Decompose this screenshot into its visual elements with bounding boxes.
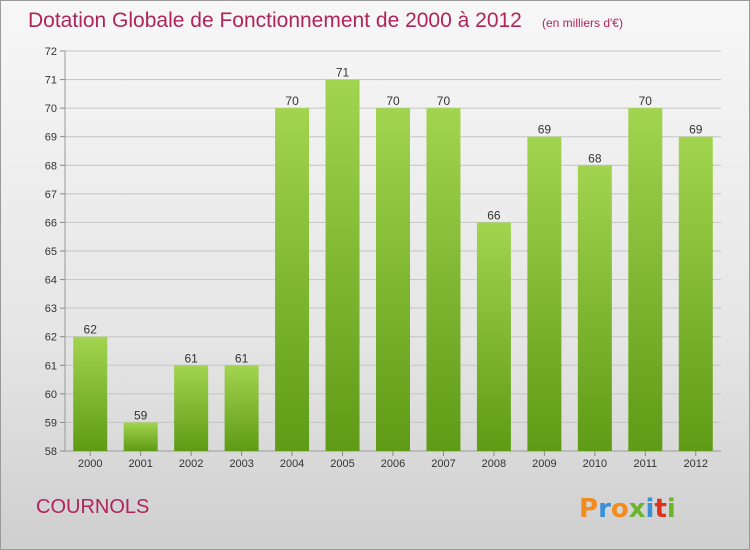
y-tick-label: 58 — [45, 446, 57, 458]
data-label-2000: 62 — [84, 323, 98, 337]
bar-2008 — [476, 222, 511, 451]
data-labels: 62 59 61 61 70 71 70 70 66 69 68 70 69 — [84, 66, 703, 423]
bar-2006 — [376, 108, 410, 452]
x-tick-label-2008: 2008 — [482, 458, 506, 470]
x-tick-label-2006: 2006 — [381, 458, 405, 470]
bars — [73, 79, 713, 452]
x-tick-label-2005: 2005 — [330, 458, 354, 470]
data-label-2006: 70 — [386, 94, 400, 108]
bar-2007 — [426, 108, 461, 452]
y-tick-label: 62 — [45, 332, 57, 344]
y-tick-label: 70 — [45, 103, 57, 115]
bar-2012 — [678, 136, 713, 451]
data-label-2002: 61 — [184, 351, 198, 365]
y-tick-label: 69 — [45, 132, 57, 144]
bar-2002 — [174, 365, 209, 451]
data-label-2011: 70 — [639, 94, 653, 108]
y-axis-ticks: 58 59 60 61 62 63 64 65 66 67 68 69 70 71 72 — [45, 46, 65, 458]
y-tick-label: 59 — [45, 417, 57, 429]
x-tick-label-2004: 2004 — [280, 458, 304, 470]
x-tick-label-2001: 2001 — [128, 458, 152, 470]
x-tick-label-2002: 2002 — [179, 458, 203, 470]
y-tick-label: 68 — [45, 160, 57, 172]
y-tick-label: 60 — [45, 389, 57, 401]
x-axis-ticks: 2000 2001 2002 2003 2004 2005 2006 2007 2008 2009… — [78, 451, 708, 470]
bar-2005 — [325, 79, 360, 452]
data-label-2001: 59 — [134, 408, 148, 422]
data-label-2004: 70 — [285, 94, 299, 108]
y-tick-label: 65 — [45, 246, 57, 258]
data-label-2007: 70 — [437, 94, 451, 108]
x-tick-label-2000: 2000 — [78, 458, 102, 470]
y-tick-label: 67 — [45, 189, 57, 201]
bar-2010 — [577, 165, 612, 452]
y-tick-label: 66 — [45, 217, 57, 229]
data-label-2010: 68 — [588, 151, 602, 165]
proxiti-logo: Proxiti — [579, 494, 676, 523]
x-tick-label-2012: 2012 — [684, 458, 708, 470]
x-tick-label-2011: 2011 — [633, 458, 657, 470]
x-tick-label-2007: 2007 — [431, 458, 455, 470]
data-label-2012: 69 — [689, 123, 703, 137]
bar-2000 — [73, 336, 108, 451]
commune-name: COURNOLS — [36, 496, 150, 518]
svg-text:Proxiti: Proxiti — [579, 494, 676, 523]
bar-2001 — [123, 422, 158, 451]
bar-2004 — [275, 108, 310, 452]
data-label-2005: 71 — [336, 66, 350, 80]
y-tick-label: 61 — [45, 360, 57, 372]
y-tick-label: 71 — [45, 75, 57, 87]
bar-2011 — [628, 108, 663, 452]
y-tick-label: 64 — [45, 275, 57, 287]
y-tick-label: 63 — [45, 303, 57, 315]
data-label-2003: 61 — [235, 351, 249, 365]
chart-title: Dotation Globale de Fonctionnement de 20… — [28, 9, 522, 32]
data-label-2008: 66 — [487, 208, 501, 222]
data-label-2009: 69 — [538, 123, 552, 137]
x-tick-label-2010: 2010 — [583, 458, 607, 470]
x-tick-label-2009: 2009 — [532, 458, 556, 470]
y-tick-label: 72 — [45, 46, 57, 58]
bar-2009 — [527, 136, 562, 451]
x-tick-label-2003: 2003 — [229, 458, 253, 470]
bar-2003 — [224, 365, 259, 451]
chart-unit-label: (en milliers d'€) — [542, 16, 623, 30]
